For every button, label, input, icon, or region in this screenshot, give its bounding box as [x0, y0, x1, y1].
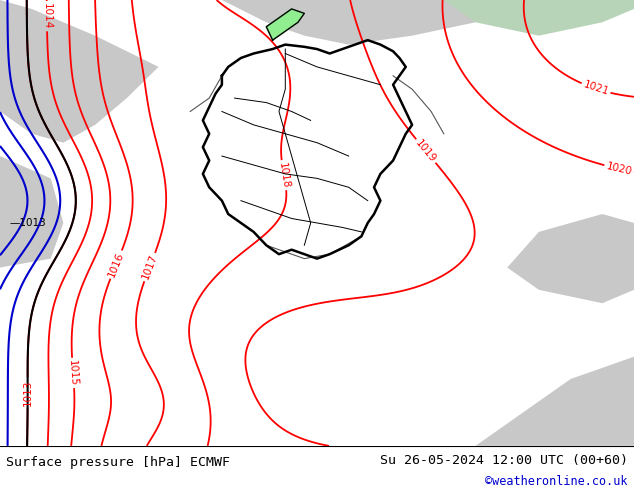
Polygon shape — [476, 357, 634, 446]
Polygon shape — [444, 0, 634, 36]
Text: 1019: 1019 — [413, 138, 438, 165]
Polygon shape — [0, 156, 63, 268]
Text: 1015: 1015 — [67, 360, 79, 387]
Text: 1018: 1018 — [277, 161, 291, 189]
Text: —1013: —1013 — [10, 218, 46, 228]
Text: 1016: 1016 — [107, 250, 126, 279]
Polygon shape — [266, 9, 304, 40]
Text: Su 26-05-2024 12:00 UTC (00+60): Su 26-05-2024 12:00 UTC (00+60) — [380, 454, 628, 466]
Text: Surface pressure [hPa] ECMWF: Surface pressure [hPa] ECMWF — [6, 456, 230, 469]
Text: 1017: 1017 — [140, 253, 159, 281]
Text: ©weatheronline.co.uk: ©weatheronline.co.uk — [485, 475, 628, 488]
Text: 1020: 1020 — [605, 161, 633, 177]
Polygon shape — [222, 0, 539, 45]
Text: 1013: 1013 — [23, 379, 33, 406]
Polygon shape — [0, 0, 158, 143]
Polygon shape — [507, 214, 634, 303]
Text: 1014: 1014 — [42, 3, 52, 29]
Text: 1021: 1021 — [582, 80, 610, 98]
